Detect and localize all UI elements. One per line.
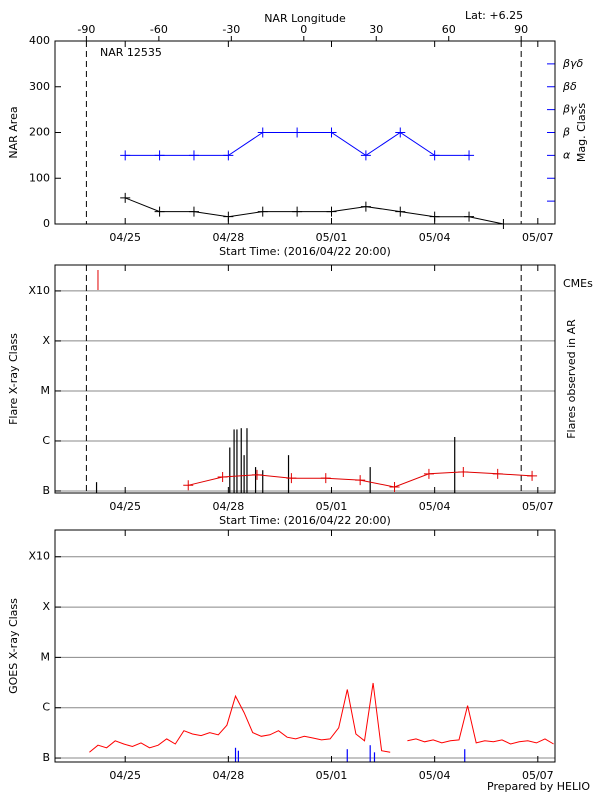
point-marker	[120, 192, 131, 203]
point-marker	[395, 127, 406, 138]
point-marker	[320, 473, 331, 484]
point-marker	[492, 468, 503, 479]
point-marker	[188, 206, 199, 217]
x2-tick-label: 60	[442, 23, 456, 36]
series-line	[125, 197, 504, 225]
x-axis-title: Start Time: (2016/04/22 20:00)	[219, 245, 391, 258]
point-marker	[326, 127, 337, 138]
y2-tick-label: α	[563, 148, 571, 161]
x-tick-label: 04/28	[213, 500, 245, 513]
x-tick-label: 05/04	[419, 769, 451, 782]
point-marker	[527, 470, 538, 481]
x2-tick-label: -60	[150, 23, 168, 36]
y-tick-label: 300	[29, 80, 50, 93]
y-tick-label: B	[42, 751, 50, 764]
y-tick-label: X	[42, 334, 50, 347]
x-tick-label: 05/01	[316, 500, 348, 513]
point-marker	[292, 206, 303, 217]
y-axis-title: GOES X-ray Class	[7, 598, 20, 694]
point-marker	[252, 469, 263, 480]
plot-frame	[54, 40, 556, 225]
plot-frame	[54, 264, 556, 494]
point-marker	[223, 211, 234, 222]
point-marker	[464, 150, 475, 161]
x2-tick-label: 30	[369, 23, 383, 36]
y2-tick-label: βδ	[562, 80, 577, 93]
point-marker	[188, 150, 199, 161]
plot-frame	[54, 529, 556, 763]
latitude: Lat: +6.25	[465, 9, 523, 22]
x-tick-label: 05/04	[419, 231, 451, 244]
x2-axis-title: NAR Longitude	[264, 12, 346, 25]
y-tick-label: 200	[29, 126, 50, 139]
y-axis-title: Flare X-ray Class	[7, 333, 20, 425]
point-marker	[217, 472, 228, 483]
point-marker	[154, 206, 165, 217]
point-marker	[355, 475, 366, 486]
y2-axis-title: Mag. Class	[575, 103, 588, 162]
x-tick-label: 05/01	[316, 231, 348, 244]
point-marker	[429, 150, 440, 161]
x2-tick-label: 90	[514, 23, 528, 36]
x-tick-label: 05/07	[522, 500, 554, 513]
point-marker	[458, 466, 469, 477]
x2-tick-label: -30	[222, 23, 240, 36]
point-marker	[257, 206, 268, 217]
series-line	[89, 682, 554, 753]
x-tick-label: 04/25	[109, 500, 141, 513]
y2-tick-label: βγ	[562, 103, 577, 116]
x-tick-label: 05/04	[419, 500, 451, 513]
point-marker	[223, 150, 234, 161]
y-tick-label: X10	[28, 550, 50, 563]
y-axis-title: NAR Area	[7, 106, 20, 158]
point-marker	[360, 150, 371, 161]
y-tick-label: X10	[28, 284, 50, 297]
x-tick-label: 04/28	[213, 231, 245, 244]
x2-tick-label: 0	[300, 23, 307, 36]
point-marker	[326, 206, 337, 217]
x-axis-title: Start Time: (2016/04/22 20:00)	[219, 514, 391, 527]
footer: Prepared by HELIO	[487, 780, 590, 793]
x2-tick-label: -90	[77, 23, 95, 36]
x-tick-label: 05/07	[522, 231, 554, 244]
point-marker	[360, 201, 371, 212]
x-tick-label: 04/28	[213, 769, 245, 782]
point-marker	[464, 211, 475, 222]
point-marker	[429, 211, 440, 222]
point-marker	[395, 206, 406, 217]
point-marker	[183, 480, 194, 491]
y-tick-label: M	[41, 384, 51, 397]
y-tick-label: 400	[29, 34, 50, 47]
panel-title: NAR 12535	[100, 46, 162, 59]
x-tick-label: 05/07	[522, 769, 554, 782]
y2-tick-label: βγδ	[562, 57, 584, 70]
x-tick-label: 05/01	[316, 769, 348, 782]
y-tick-label: C	[42, 701, 50, 714]
y-tick-label: C	[42, 434, 50, 447]
point-marker	[120, 150, 131, 161]
y-tick-label: 0	[43, 217, 50, 230]
y-tick-label: 100	[29, 171, 50, 184]
y-tick-label: X	[42, 600, 50, 613]
legend-label: CMEs	[563, 277, 593, 290]
point-marker	[423, 468, 434, 479]
point-marker	[389, 481, 400, 492]
point-marker	[257, 127, 268, 138]
y-tick-label: M	[41, 650, 51, 663]
y-tick-label: B	[42, 484, 50, 497]
point-marker	[154, 150, 165, 161]
x-tick-label: 04/25	[109, 231, 141, 244]
point-marker	[286, 473, 297, 484]
point-marker	[292, 127, 303, 138]
y2-tick-label: β	[562, 126, 570, 139]
y2-axis-title: Flares observed in AR	[565, 319, 578, 439]
x-tick-label: 04/25	[109, 769, 141, 782]
